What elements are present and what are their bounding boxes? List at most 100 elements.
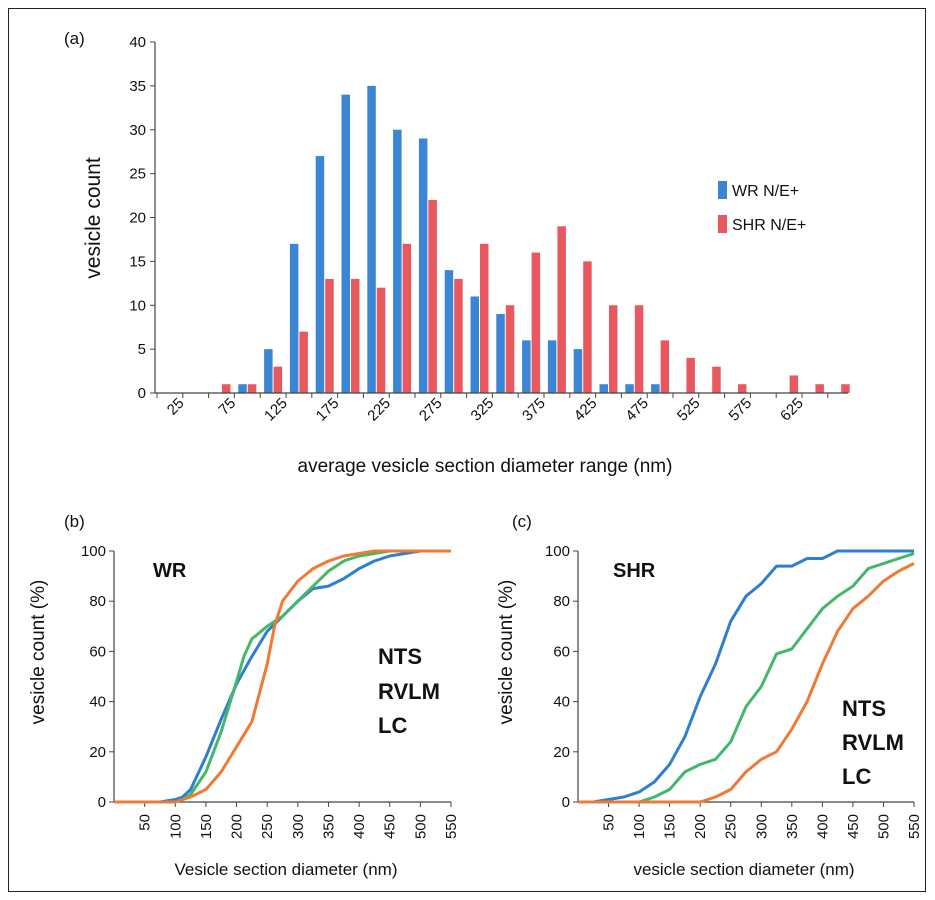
bar-wr-225	[367, 85, 376, 393]
bar-wr-175	[315, 156, 325, 393]
bar-shr-650	[815, 384, 824, 393]
panel-b-x-tick-label: 450	[382, 814, 399, 839]
panel-b-y-tick-label: 40	[89, 694, 106, 711]
panel-a-y-tick-label: 10	[129, 297, 146, 314]
panel-c-axes: 0 20 40 60 80 100 50 100 150 200 250 300 350 400 450 50…	[545, 543, 923, 839]
bar-wr-250	[393, 129, 402, 393]
panel-a-x-tick-label: 475	[622, 395, 652, 425]
panel-b-x-axis-label: Vesicle section diameter (nm)	[175, 860, 398, 879]
bar-shr-375	[531, 252, 541, 393]
panel-c-x-tick-label: 350	[784, 814, 801, 839]
panel-a-y-tick-label: 25	[129, 166, 146, 183]
bar-shr-400	[557, 226, 566, 393]
panel-a-legend: WR N/E+ SHR N/E+	[718, 181, 806, 234]
panel-c-x-tick-label: 250	[723, 814, 740, 839]
panel-a-y-tick-label: 35	[129, 78, 146, 95]
panel-c-y-tick-label: 0	[562, 794, 570, 811]
bar-shr-325	[480, 243, 489, 393]
panel-a-y-ticks: 0 5 10 15 20 25 30 35 40	[129, 34, 155, 402]
panel-a-x-ticks: 25 75 125 175 225 275 325 375 425 475 525 575 625	[156, 393, 829, 425]
panel-c-x-tick-label: 550	[906, 814, 923, 839]
panel-c-title: SHR	[613, 560, 656, 582]
bar-shr-450	[609, 305, 618, 393]
panel-c-legend-nts: NTS	[842, 696, 886, 721]
panel-a-x-tick-label: 75	[215, 395, 239, 419]
panel-c-x-tick-label: 200	[692, 814, 709, 839]
legend-label-wr: WR N/E+	[732, 183, 799, 200]
panel-a-histogram: (a) vesicle count average vesicle sectio…	[64, 29, 850, 477]
bar-shr-175	[325, 278, 334, 393]
bar-shr-675	[841, 384, 850, 393]
bar-wr-325	[470, 296, 479, 393]
panel-b-lines	[114, 549, 451, 804]
panel-a-x-tick-label: 225	[364, 395, 394, 425]
panel-c-line-nts	[578, 549, 914, 804]
panel-c-y-tick-label: 80	[553, 593, 570, 610]
panel-c-label: (c)	[512, 512, 532, 531]
panel-c-x-tick-label: 100	[631, 814, 648, 839]
panel-a-y-axis-label: vesicle count	[82, 157, 105, 279]
bar-shr-200	[351, 278, 360, 393]
panel-b-x-tick-label: 100	[167, 814, 184, 839]
panel-a-y-tick-label: 0	[138, 385, 146, 402]
bar-wr-125	[264, 349, 273, 393]
bar-shr-475	[634, 305, 644, 393]
panel-c-y-tick-label: 20	[553, 744, 570, 761]
panel-a-y-tick-label: 40	[129, 34, 146, 51]
panel-c-legend: NTS RVLM LC	[842, 696, 904, 789]
panel-c-legend-rvlm: RVLM	[842, 730, 904, 755]
panel-b-legend-nts: NTS	[378, 644, 422, 669]
panel-b-axes: 0 20 40 60 80 100 50 100 150 200 250 300 350 400 450 50…	[81, 543, 460, 839]
panel-c-y-axis-label: vesicle count (%)	[496, 580, 517, 725]
bar-shr-575	[738, 384, 747, 393]
panel-a-bars	[222, 85, 850, 394]
panel-a-y-tick-label: 15	[129, 253, 146, 270]
panel-a-y-tick-label: 30	[129, 122, 146, 139]
panel-c-y-tick-label: 60	[553, 643, 570, 660]
bar-shr-75	[222, 384, 231, 393]
panel-b-y-tick-label: 60	[89, 643, 106, 660]
panel-b-y-tick-label: 100	[81, 543, 106, 560]
bar-wr-150	[289, 243, 299, 393]
panel-c-y-tick-label: 40	[553, 694, 570, 711]
panel-c-x-tick-label: 150	[662, 814, 679, 839]
bar-wr-500	[651, 384, 660, 393]
panel-a-x-tick-label: 625	[777, 395, 807, 425]
bar-shr-250	[402, 243, 412, 393]
bar-shr-425	[583, 261, 592, 393]
panel-b-x-tick-label: 200	[229, 814, 246, 839]
panel-b-line-lc	[114, 549, 451, 804]
bar-wr-350	[496, 314, 505, 393]
panel-a-x-tick-label: 425	[571, 395, 601, 425]
bar-shr-350	[505, 305, 515, 393]
panel-a-y-tick-label: 5	[138, 341, 146, 358]
panel-b-x-tick-label: 50	[137, 814, 154, 831]
legend-swatch-shr	[718, 215, 727, 233]
panel-a-x-tick-label: 375	[519, 395, 549, 425]
panel-c-x-tick-label: 50	[601, 814, 618, 831]
panel-b-line-nts	[114, 549, 451, 804]
panel-c-cumulative-shr: (c) SHR vesicle count (%) vesicle sectio…	[496, 512, 923, 879]
bar-wr-300	[444, 270, 454, 393]
panel-b-cumulative-wr: (b) WR vesicle count (%) Vesicle section…	[28, 512, 460, 879]
panel-b-x-tick-label: 250	[259, 814, 276, 839]
bar-wr-200	[341, 94, 350, 394]
panel-b-x-tick-label: 500	[412, 814, 429, 839]
panel-a-x-tick-label: 525	[674, 395, 704, 425]
bar-shr-525	[686, 357, 695, 393]
panel-a-y-tick-label: 20	[129, 210, 146, 227]
panel-a-x-tick-label: 575	[726, 395, 756, 425]
bar-shr-125	[273, 366, 283, 393]
panel-b-y-axis-label: vesicle count (%)	[28, 580, 49, 725]
panel-b-label: (b)	[64, 512, 85, 531]
panel-b-legend: NTS RVLM LC	[378, 644, 440, 738]
figure-frame	[8, 8, 926, 892]
panel-c-x-tick-label: 500	[875, 814, 892, 839]
panel-c-x-tick-label: 450	[845, 814, 862, 839]
panel-b-x-tick-label: 300	[290, 814, 307, 839]
legend-swatch-wr	[718, 181, 727, 199]
bar-shr-100	[247, 384, 257, 393]
panel-b-legend-rvlm: RVLM	[378, 679, 440, 704]
panel-a-x-tick-label: 125	[261, 395, 291, 425]
bar-wr-400	[547, 340, 557, 393]
